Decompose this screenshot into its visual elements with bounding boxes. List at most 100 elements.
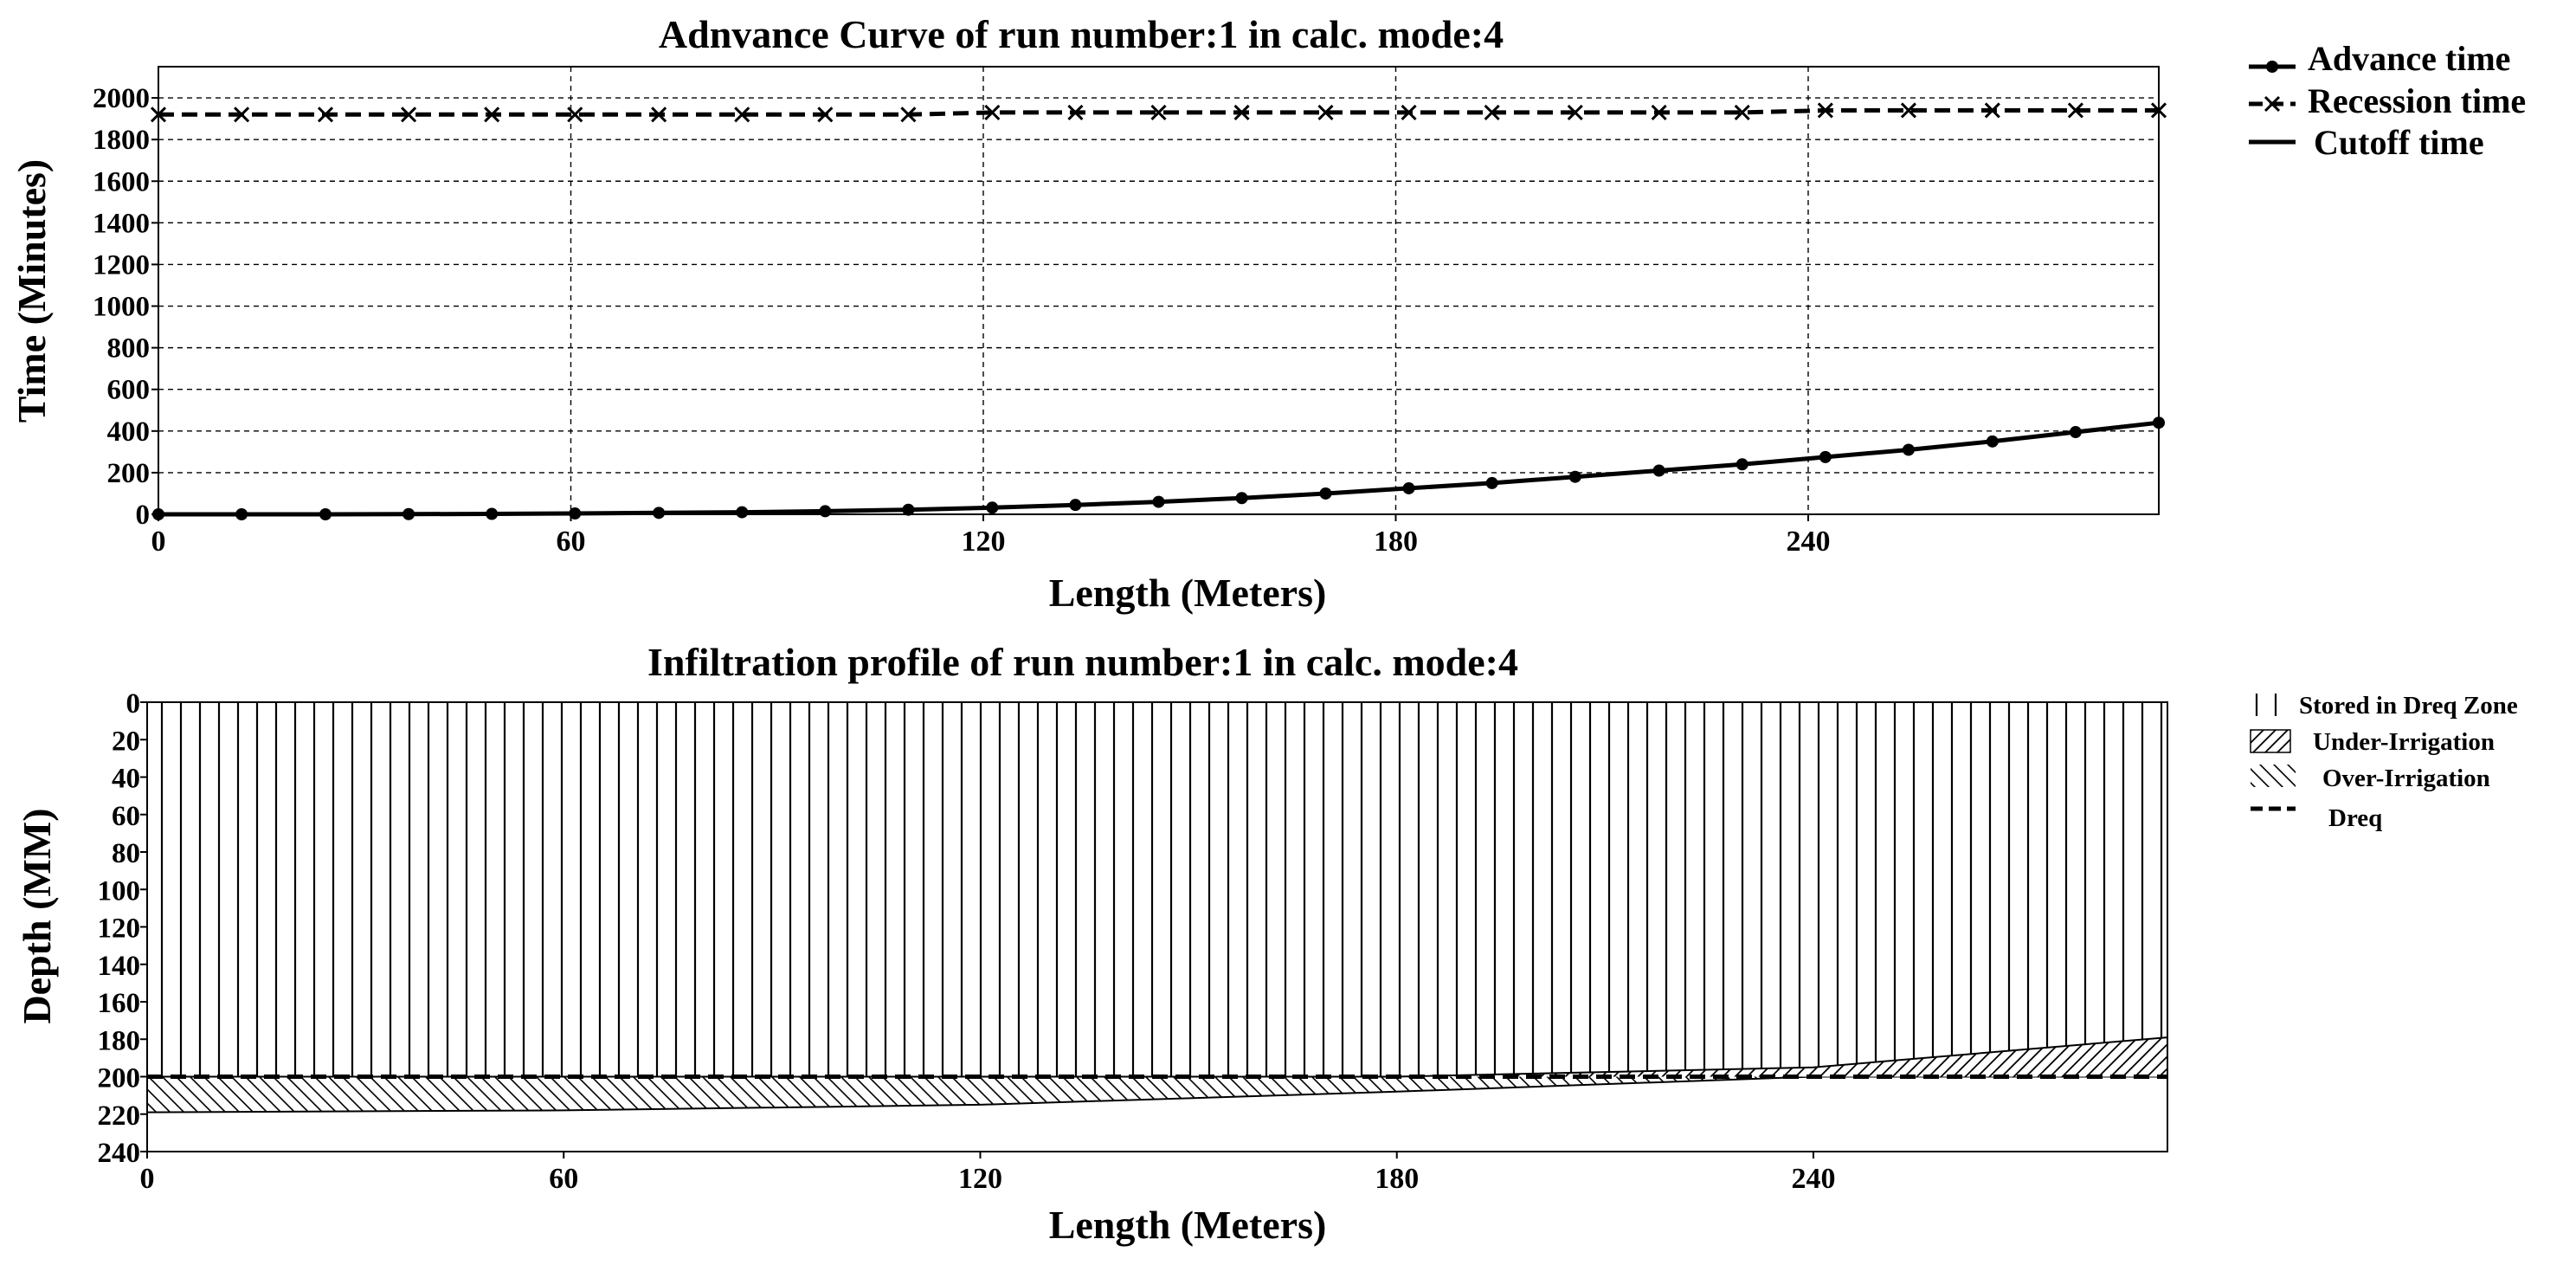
recession-point bbox=[1651, 104, 1667, 120]
over-irrigation-area bbox=[147, 1076, 2167, 1113]
advance-chart: Adnvance Curve of run number:1 in calc. … bbox=[10, 12, 2526, 615]
y-tick-label: 80 bbox=[112, 838, 140, 869]
recession-point bbox=[1150, 104, 1167, 120]
recession-point bbox=[734, 106, 750, 123]
x-tick-label: 120 bbox=[961, 526, 1005, 558]
recession-point bbox=[1900, 102, 1916, 119]
y-tick-label: 600 bbox=[107, 375, 151, 406]
recession-point bbox=[234, 106, 250, 123]
legend-label-cutoff-time: Cutoff time bbox=[2314, 123, 2484, 162]
advance-point bbox=[736, 506, 749, 519]
x-tick-label: 120 bbox=[958, 1163, 1002, 1195]
infiltration-chart-title: Infiltration profile of run number:1 in … bbox=[647, 640, 1518, 684]
stored-in-dreq-area bbox=[147, 702, 2167, 1077]
legend-label-under-irrigation: Under-Irrigation bbox=[2313, 728, 2495, 756]
y-tick-label: 400 bbox=[107, 416, 151, 448]
y-tick-label: 140 bbox=[98, 951, 141, 982]
legend-item-dreq: Dreq bbox=[2251, 804, 2382, 832]
y-tick-label: 200 bbox=[98, 1063, 141, 1094]
y-tick-label: 20 bbox=[112, 726, 140, 757]
recession-point bbox=[1817, 102, 1833, 119]
advance-chart-xlabel: Length (Meters) bbox=[1049, 571, 1327, 615]
legend-item-advance-time: Advance time bbox=[2249, 39, 2510, 78]
x-tick-label: 0 bbox=[151, 526, 166, 558]
advance-point bbox=[986, 501, 999, 514]
y-tick-label: 100 bbox=[98, 875, 141, 907]
advance-point bbox=[1485, 476, 1498, 489]
y-tick-label: 40 bbox=[112, 764, 140, 795]
under-irrigation-area bbox=[147, 1037, 2167, 1077]
recession-point bbox=[401, 106, 417, 123]
infiltration-chart-plot-frame bbox=[146, 701, 2168, 1152]
advance-chart-ticks: 0 200 400 600 800 1000 1200 1400 1600 1800 2000 0 60… bbox=[93, 83, 1830, 558]
x-tick-label: 240 bbox=[1786, 526, 1830, 558]
y-tick-label: 0 bbox=[126, 688, 141, 720]
infiltration-chart-legend: Stored in Dreq Zone Under-Irrigation Ove… bbox=[2250, 692, 2518, 832]
x-tick-label: 60 bbox=[556, 526, 585, 558]
advance-point bbox=[1402, 481, 1415, 494]
recession-point bbox=[1317, 104, 1334, 120]
advance-point bbox=[1152, 495, 1165, 508]
x-tick-label: 180 bbox=[1374, 526, 1418, 558]
y-tick-label: 800 bbox=[107, 333, 151, 365]
legend-swatch-stored bbox=[2251, 694, 2290, 716]
x-tick-label: 0 bbox=[140, 1163, 155, 1195]
infiltration-chart-xlabel: Length (Meters) bbox=[1049, 1203, 1327, 1247]
y-tick-label: 1200 bbox=[93, 249, 150, 281]
advance-point bbox=[819, 505, 832, 518]
recession-point bbox=[651, 106, 667, 123]
y-tick-label: 1800 bbox=[93, 125, 150, 156]
legend-marker-advance bbox=[2266, 61, 2278, 73]
legend-item-recession-time: Recession time bbox=[2249, 81, 2526, 120]
legend-item-under-irrigation: Under-Irrigation bbox=[2250, 728, 2495, 756]
recession-point bbox=[1734, 104, 1750, 120]
advance-point bbox=[1652, 464, 1665, 477]
infiltration-chart: Infiltration profile of run number:1 in … bbox=[15, 640, 2518, 1247]
y-tick-label: 60 bbox=[112, 801, 140, 832]
advance-point bbox=[1319, 487, 1332, 500]
advance-chart-grid bbox=[158, 67, 2159, 514]
recession-point bbox=[1067, 104, 1084, 120]
y-tick-label: 200 bbox=[107, 458, 151, 489]
advance-chart-legend: Advance time Recession time Cutoff time bbox=[2249, 39, 2526, 162]
legend-label-dreq: Dreq bbox=[2328, 804, 2382, 832]
y-tick-label: 160 bbox=[98, 988, 141, 1019]
legend-marker-recession bbox=[2264, 95, 2281, 113]
recession-point bbox=[484, 106, 500, 123]
advance-point bbox=[902, 503, 915, 516]
y-tick-label: 1600 bbox=[93, 166, 150, 197]
recession-point bbox=[984, 104, 1001, 120]
advance-point bbox=[1819, 450, 1832, 463]
recession-point bbox=[817, 106, 834, 123]
x-tick-label: 60 bbox=[549, 1163, 578, 1195]
advance-point bbox=[1235, 492, 1248, 505]
recession-point bbox=[1484, 104, 1500, 120]
infiltration-chart-ylabel: Depth (MM) bbox=[15, 808, 59, 1023]
recession-point bbox=[1567, 104, 1583, 120]
advance-chart-ylabel: Time (Minutes) bbox=[10, 159, 54, 423]
recession-point bbox=[900, 106, 917, 123]
y-tick-label: 240 bbox=[98, 1138, 141, 1169]
advance-chart-plot-frame bbox=[158, 66, 2160, 515]
advance-point bbox=[1069, 499, 1082, 512]
infiltration-chart-areas bbox=[146, 702, 2168, 1113]
legend-item-cutoff-time: Cutoff time bbox=[2249, 123, 2484, 162]
advance-point bbox=[1736, 458, 1748, 471]
recession-point bbox=[1233, 104, 1250, 120]
x-tick-label: 240 bbox=[1791, 1163, 1835, 1195]
legend-item-over-irrigation: Over-Irrigation bbox=[2251, 765, 2490, 792]
advance-chart-title: Adnvance Curve of run number:1 in calc. … bbox=[659, 12, 1504, 56]
legend-label-recession-time: Recession time bbox=[2308, 81, 2526, 120]
recession-point bbox=[2067, 102, 2083, 119]
recession-point bbox=[317, 106, 334, 123]
recession-point bbox=[1401, 104, 1417, 120]
advance-point bbox=[1902, 443, 1915, 456]
advance-chart-series bbox=[150, 102, 2167, 520]
legend-label-over-irrigation: Over-Irrigation bbox=[2322, 765, 2490, 792]
recession-point bbox=[567, 106, 583, 123]
advance-point bbox=[2069, 426, 2082, 439]
advance-point bbox=[653, 507, 666, 520]
y-tick-label: 1400 bbox=[93, 208, 150, 239]
y-tick-label: 120 bbox=[98, 913, 141, 945]
